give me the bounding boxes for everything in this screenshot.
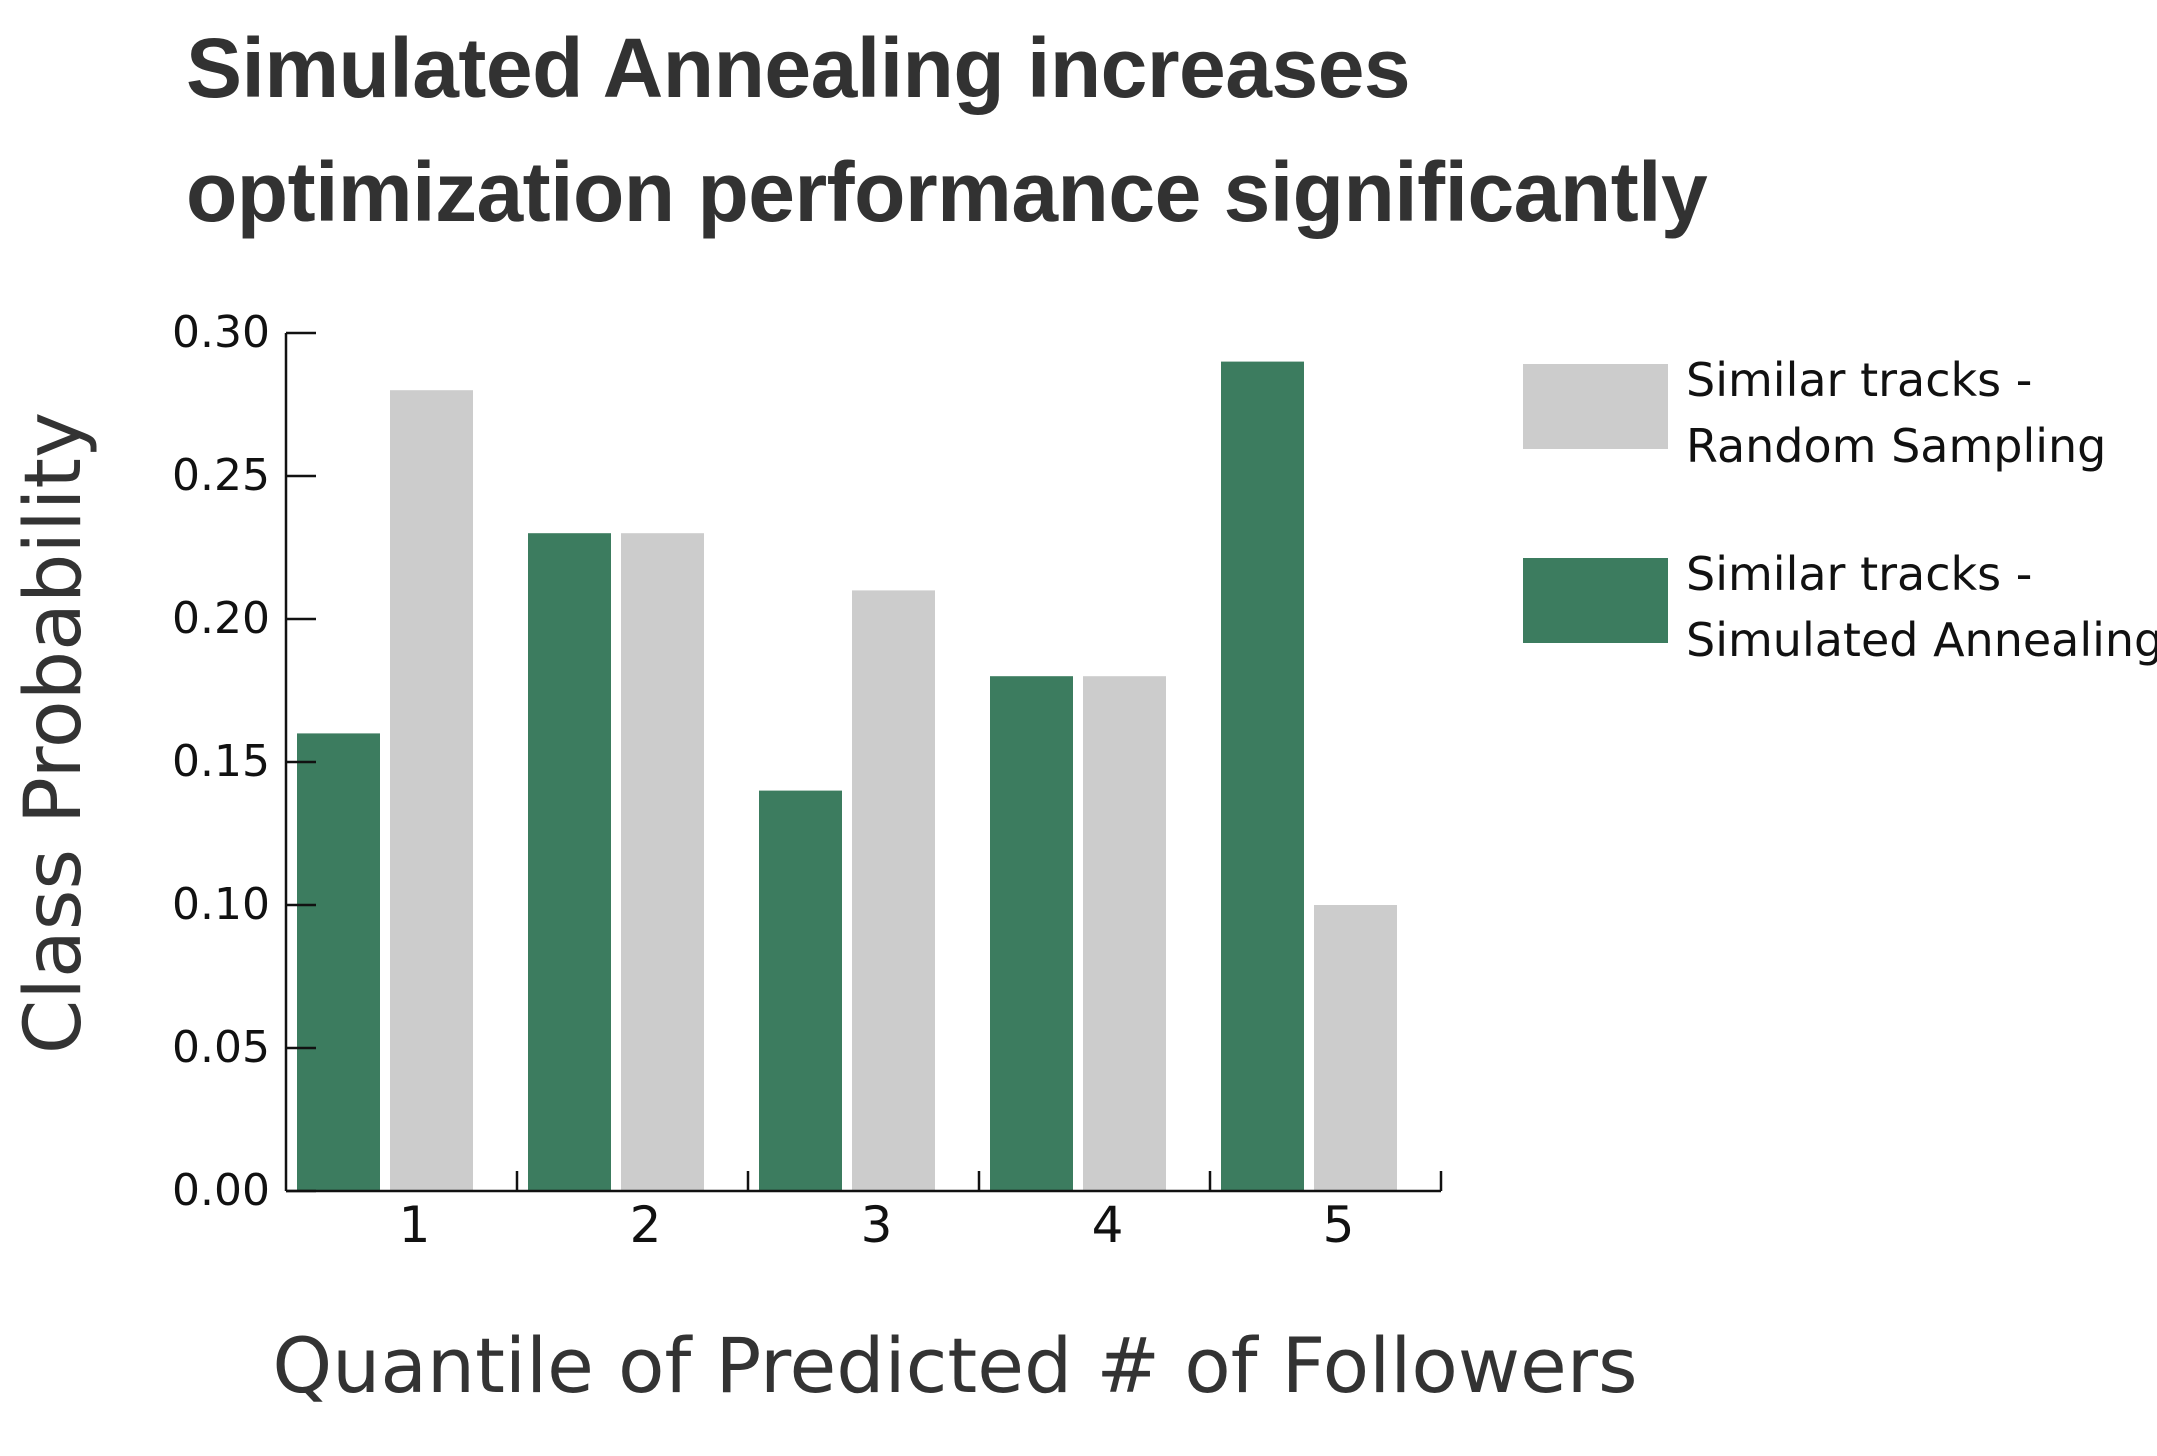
bar-series-1-cat-3 xyxy=(759,790,842,1191)
legend-label: Similar tracks - xyxy=(1686,353,2032,407)
x-tick-label: 2 xyxy=(630,1196,662,1254)
axes-layer: 0.00 0.05 0.10 0.15 0.20 0.25 0.30 1 2 3 4 5 xyxy=(172,307,1443,1254)
x-tick-label: 1 xyxy=(399,1196,431,1254)
legend: Similar tracks - Random Sampling Similar t… xyxy=(1523,353,2157,667)
chart-title-line-2: optimization performance significantly xyxy=(186,145,1708,239)
bar-series-1-cat-4 xyxy=(990,676,1073,1191)
y-axis-title: Class Probability xyxy=(9,412,99,1054)
x-tick-label: 5 xyxy=(1323,1196,1355,1254)
bar-series-1-cat-5 xyxy=(1221,361,1304,1192)
y-tick-label: 0.20 xyxy=(172,593,270,644)
bar-series-1-cat-1 xyxy=(297,733,380,1191)
y-tick-label: 0.00 xyxy=(172,1165,270,1216)
x-axis-title: Quantile of Predicted # of Followers xyxy=(272,1321,1637,1410)
bar-series-2-cat-4 xyxy=(1083,676,1166,1191)
bar-series-1-cat-2 xyxy=(528,533,611,1191)
x-tick-label: 3 xyxy=(861,1196,893,1254)
x-tick-label: 4 xyxy=(1092,1196,1124,1254)
y-tick-label: 0.05 xyxy=(172,1022,270,1073)
y-tick-label: 0.15 xyxy=(172,736,270,787)
chart-title: Simulated Annealing increases optimizati… xyxy=(186,6,2086,254)
y-tick-label: 0.30 xyxy=(172,307,270,358)
bar-series-2-cat-1 xyxy=(390,390,473,1191)
bar-series-2-cat-5 xyxy=(1314,905,1397,1191)
y-tick-label: 0.25 xyxy=(172,450,270,501)
legend-swatch xyxy=(1523,364,1668,449)
legend-label: Similar tracks - xyxy=(1686,547,2032,601)
bar-series-2-cat-3 xyxy=(852,590,935,1191)
chart-title-line-1: Simulated Annealing increases xyxy=(186,21,1411,115)
legend-label: Random Sampling xyxy=(1686,419,2106,473)
bar-series-2-cat-2 xyxy=(621,533,704,1191)
legend-swatch xyxy=(1523,558,1668,643)
bars-layer xyxy=(297,361,1397,1192)
y-tick-label: 0.10 xyxy=(172,879,270,930)
legend-label: Simulated Annealing xyxy=(1686,613,2157,667)
